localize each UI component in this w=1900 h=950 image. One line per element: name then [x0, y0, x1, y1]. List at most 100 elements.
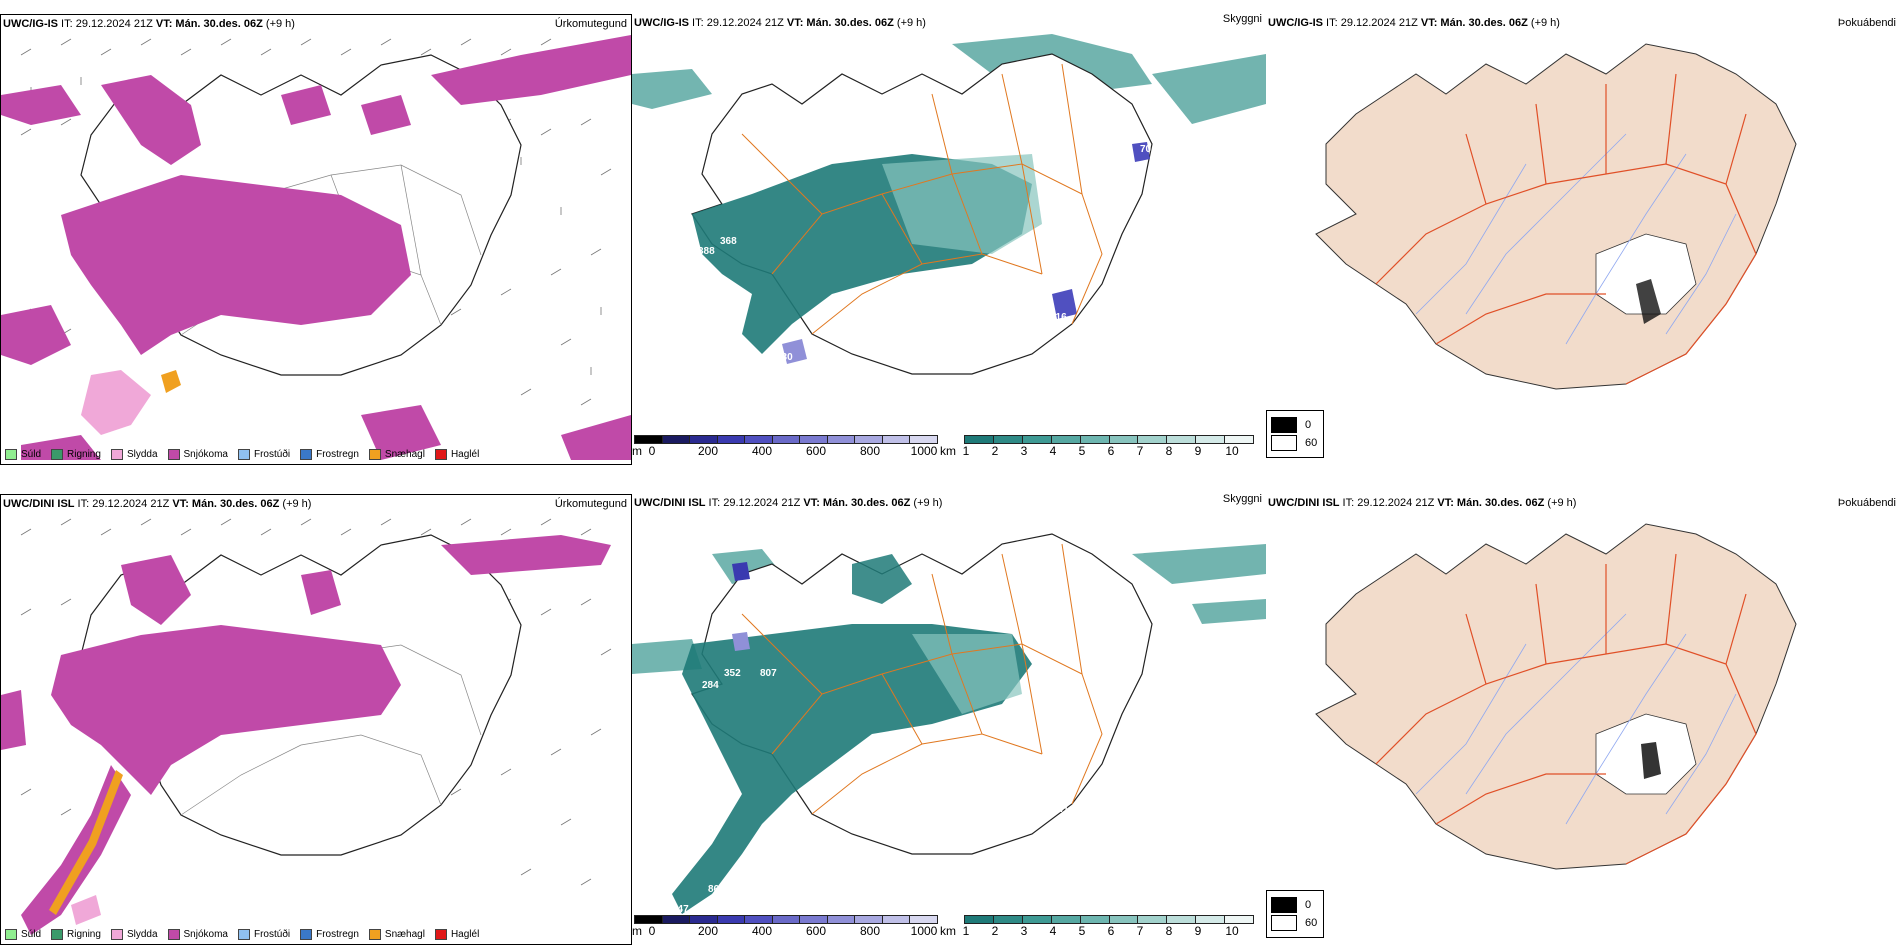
visibility-tick: 3	[1020, 444, 1028, 458]
visibility-tick: 4	[1049, 924, 1057, 938]
panel-header: UWC/IG-IS IT: 29.12.2024 21Z VT: Mán. 30…	[1268, 16, 1898, 32]
elevation-label: 352	[724, 668, 741, 679]
elevation-label: 430	[776, 352, 793, 363]
elevation-label: 117	[750, 592, 767, 603]
elevation-label: 267	[782, 596, 799, 607]
legend-swatch-snow	[167, 929, 180, 940]
visibility-tick: 1	[962, 924, 970, 938]
elevation-label: 368	[720, 236, 737, 247]
roads	[1375, 553, 1757, 865]
fog-area	[1641, 742, 1661, 779]
visibility-unit: km	[940, 444, 956, 458]
lead-time: (+9 h)	[1544, 497, 1577, 509]
elevation-label: 669	[942, 590, 959, 601]
elevation-label: 807	[760, 668, 777, 679]
panel-title: Skyggni	[1222, 494, 1262, 505]
high-terrain-area	[732, 562, 750, 581]
visibility-tick: 2	[991, 444, 999, 458]
fog-legend-item: 60	[1271, 915, 1319, 931]
precip-type-legend: Súld Rigning Slydda Snjókoma Frostúði Fr…	[5, 929, 479, 940]
legend-item: Snjókoma	[167, 449, 228, 460]
legend-item: Súld	[5, 929, 41, 940]
precip-type-panel-1: UWC/IG-IS IT: 29.12.2024 21Z VT: Mán. 30…	[0, 14, 632, 465]
visibility-map: 669 267 117 352 807 284 241 869 847	[632, 533, 1266, 915]
precip-type-legend: Súld Rigning Slydda Snjókoma Frostúði Fr…	[5, 449, 479, 460]
elevation-label: 388	[698, 246, 715, 257]
panel-title: Úrkomutegund	[554, 18, 627, 30]
panel-header: UWC/DINI ISL IT: 29.12.2024 21Z VT: Mán.…	[1268, 496, 1898, 512]
panel-title: Þokuábendi	[1837, 17, 1896, 29]
panel-header: UWC/IG-IS IT: 29.12.2024 21Z VT: Mán. 30…	[634, 14, 1264, 32]
visibility-panel-1: UWC/IG-IS IT: 29.12.2024 21Z VT: Mán. 30…	[632, 14, 1266, 465]
legend-swatch-drizzle	[5, 929, 17, 940]
fog-swatch-0	[1271, 897, 1297, 913]
valid-time: VT: Mán. 30.des. 06Z	[786, 17, 894, 29]
lead-time: (+9 h)	[910, 497, 943, 509]
visibility-tick: 10	[1225, 924, 1239, 938]
legend-item: Slydda	[110, 449, 158, 460]
legend-swatch-hail	[434, 929, 447, 940]
visibility-unit: km	[940, 924, 956, 938]
visibility-colorbar-bar	[964, 915, 1254, 924]
panel-header: UWC/IG-IS IT: 29.12.2024 21Z VT: Mán. 30…	[3, 17, 629, 33]
init-time: IT: 29.12.2024 21Z	[58, 18, 156, 30]
legend-item: Frostúði	[237, 449, 290, 460]
fog-legend-item: 0	[1271, 417, 1319, 433]
init-time: IT: 29.12.2024 21Z	[689, 17, 787, 29]
visibility-colorbar: km 1 2 3 4 5 6 7 8 9 10	[940, 435, 1254, 458]
elevation-colorbar-bar	[634, 435, 938, 444]
elevation-tick: 400	[751, 924, 773, 938]
visibility-tick: 7	[1136, 924, 1144, 938]
legend-item: Rigning	[51, 449, 101, 460]
roads	[1375, 73, 1757, 385]
iceland-land	[1315, 43, 1797, 390]
elevation-unit: m	[632, 924, 642, 938]
roads	[741, 543, 1103, 815]
sleet-area	[71, 895, 101, 925]
visibility-panel-2: UWC/DINI ISL IT: 29.12.2024 21Z VT: Mán.…	[632, 494, 1266, 945]
elevation-label: 241	[1052, 804, 1069, 815]
visibility-colorbar: km 1 2 3 4 5 6 7 8 9 10	[940, 915, 1254, 938]
legend-item: Haglél	[434, 929, 479, 940]
model-name: UWC/DINI ISL	[3, 498, 75, 510]
model-name: UWC/DINI ISL	[1268, 497, 1340, 509]
elevation-tick: 600	[805, 444, 827, 458]
panel-title: Þokuábendi	[1837, 497, 1896, 509]
elevation-tick: 1000	[910, 444, 938, 458]
legend-swatch-snow	[167, 449, 180, 460]
fog-index-panel-2: UWC/DINI ISL IT: 29.12.2024 21Z VT: Mán.…	[1266, 494, 1900, 945]
snow-pellet-area	[49, 770, 123, 915]
visibility-tick: 5	[1078, 924, 1086, 938]
init-time: IT: 29.12.2024 21Z	[1323, 17, 1421, 29]
legend-swatch-rain	[51, 929, 64, 940]
fog-legend-item: 60	[1271, 435, 1319, 451]
elevation-tick: 800	[859, 444, 881, 458]
elevation-label: 284	[702, 680, 719, 691]
elevation-label: 216	[1050, 312, 1067, 323]
legend-item: Snæhagl	[368, 929, 425, 940]
fog-legend-item: 0	[1271, 897, 1319, 913]
sleet-area	[81, 370, 151, 435]
high-terrain-area	[1132, 142, 1150, 162]
valid-time: VT: Mán. 30.des. 06Z	[803, 497, 911, 509]
elevation-tick: 600	[805, 924, 827, 938]
visibility-tick: 1	[962, 444, 970, 458]
visibility-tick: 10	[1225, 444, 1239, 458]
elevation-tick: 200	[697, 924, 719, 938]
model-name: UWC/IG-IS	[1268, 17, 1323, 29]
legend-swatch-snow-pellets	[368, 929, 381, 940]
legend-item: Snjókoma	[167, 929, 228, 940]
precip-map	[1, 35, 631, 460]
visibility-colorbar-bar	[964, 435, 1254, 444]
fog-index-panel-1: UWC/IG-IS IT: 29.12.2024 21Z VT: Mán. 30…	[1266, 14, 1900, 465]
visibility-tick: 9	[1194, 924, 1202, 938]
valid-time: VT: Mán. 30.des. 06Z	[155, 18, 263, 30]
fog-area	[1636, 279, 1661, 324]
snow-areas	[1, 35, 631, 460]
high-terrain-area	[732, 632, 750, 651]
elevation-label: 532	[774, 146, 791, 157]
init-time: IT: 29.12.2024 21Z	[74, 498, 173, 510]
visibility-tick: 7	[1136, 444, 1144, 458]
elevation-tick: 400	[751, 444, 773, 458]
snow-pellet-area	[161, 370, 181, 393]
